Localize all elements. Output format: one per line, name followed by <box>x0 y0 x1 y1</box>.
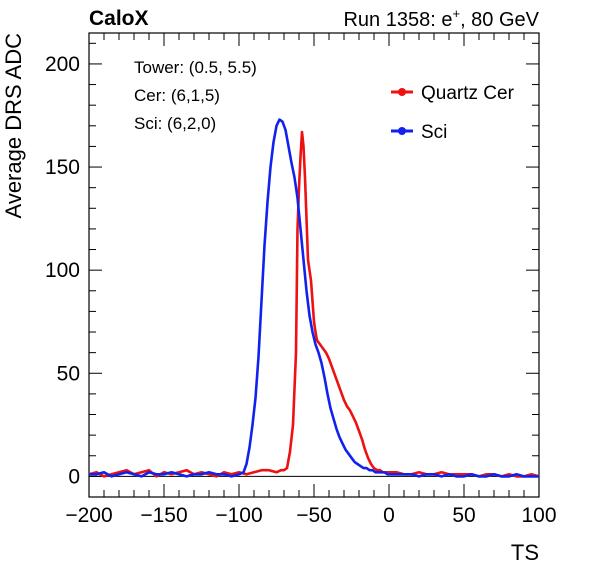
y-tick-label: 50 <box>57 362 80 385</box>
x-tick-label: −100 <box>215 504 262 527</box>
series-line-sci <box>89 118 539 478</box>
legend-label-sci: Sci <box>421 122 447 143</box>
axis-ticks <box>88 33 540 498</box>
y-tick-label: 200 <box>45 53 80 76</box>
x-tick-label: 0 <box>383 504 395 527</box>
run-info-suffix: , 80 GeV <box>460 9 540 31</box>
y-axis-title: Average DRS ADC <box>1 33 26 219</box>
x-tick-label: −150 <box>140 504 187 527</box>
y-tick-label: 100 <box>45 259 80 282</box>
experiment-label: CaloX <box>89 7 149 30</box>
legend-marker-sci <box>398 127 406 135</box>
legend-marker-quartz-cer <box>398 88 406 96</box>
run-info-sup: + <box>452 6 460 21</box>
y-tick-label: 0 <box>68 465 80 488</box>
x-tick-label: 100 <box>521 504 556 527</box>
y-tick-labels: 0 50 100 150 200 <box>45 53 80 488</box>
cer-annotation: Cer: (6,1,5) <box>134 86 220 105</box>
x-tick-label: −200 <box>65 504 112 527</box>
run-info-prefix: Run 1358: e <box>343 9 452 31</box>
x-tick-label: −50 <box>296 504 332 527</box>
legend: Quartz Cer Sci <box>391 83 515 143</box>
legend-entry-quartz-cer: Quartz Cer <box>391 83 515 104</box>
x-axis-title: TS <box>511 540 539 565</box>
series-layer <box>88 118 540 478</box>
x-tick-labels: −200 −150 −100 −50 0 50 100 <box>65 504 556 527</box>
legend-entry-sci: Sci <box>391 122 447 143</box>
y-tick-label: 150 <box>45 156 80 179</box>
x-tick-label: 50 <box>452 504 475 527</box>
sci-annotation: Sci: (6,2,0) <box>134 114 216 133</box>
tower-annotation: Tower: (0.5, 5.5) <box>134 58 257 77</box>
legend-label-quartz-cer: Quartz Cer <box>421 83 515 104</box>
series-line-quartz-cer <box>88 130 540 478</box>
run-info: Run 1358: e+, 80 GeV <box>343 6 539 31</box>
